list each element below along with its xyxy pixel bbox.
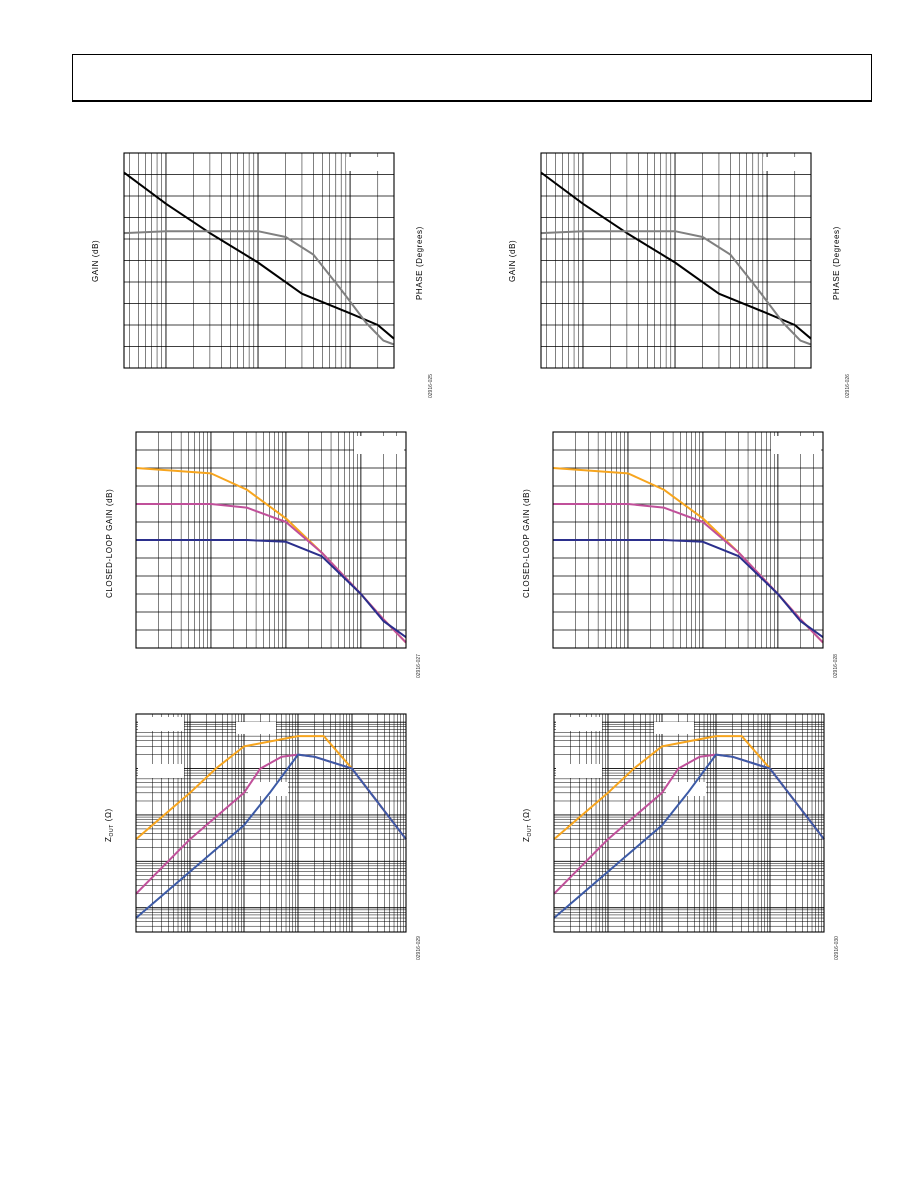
plot-frame [552, 431, 824, 649]
annotation-box [666, 782, 706, 796]
plot-frame [135, 713, 407, 933]
annotation-box [138, 764, 184, 778]
chart-closed-loop-left [135, 431, 407, 649]
series-line-3 [136, 539, 407, 639]
annotation-box [236, 722, 276, 734]
chart-gain-phase-left [123, 152, 395, 369]
grid [541, 153, 811, 368]
plot-area [554, 714, 824, 932]
chart-zout-right [553, 713, 825, 933]
plot-frame [553, 713, 825, 933]
annotation-box [248, 782, 288, 796]
series-line-1 [553, 735, 825, 840]
annotation-box [556, 764, 602, 778]
series-line-3 [553, 539, 824, 639]
annotation-box [138, 717, 184, 731]
legend-box [346, 157, 392, 171]
chart-closed-loop-right [552, 431, 824, 649]
figure-id: 02916-027 [416, 654, 422, 678]
legend-box [763, 157, 809, 171]
figure-gain-phase-right: GAIN (dB) PHASE (Degrees) 02916-026 [497, 150, 857, 400]
figure-zout-left: ZOUT (Ω) 02916-029 [100, 712, 440, 962]
plot-frame [135, 431, 407, 649]
figure-gain-phase-left: GAIN (dB) PHASE (Degrees) 02916-025 [80, 150, 440, 400]
y-axis-label-phase: PHASE (Degrees) [415, 226, 424, 300]
series-line-1 [135, 735, 407, 840]
figure-zout-right: ZOUT (Ω) 02916-030 [518, 712, 858, 962]
plot-area [136, 714, 406, 932]
series-line-2 [540, 230, 812, 346]
annotation-box [654, 722, 694, 734]
plot-frame [540, 152, 812, 369]
y-axis-label-phase: PHASE (Degrees) [832, 226, 841, 300]
figure-id: 02916-029 [416, 936, 422, 960]
series-line-1 [540, 171, 812, 340]
chart-zout-left [135, 713, 407, 933]
legend-box [771, 436, 821, 454]
plot-frame [123, 152, 395, 369]
chart-gain-phase-right [540, 152, 812, 369]
series-line-3 [135, 753, 407, 919]
series-line-2 [123, 230, 395, 346]
series-line-1 [123, 171, 395, 340]
annotation-box [556, 717, 602, 731]
figure-id: 02916-026 [845, 374, 851, 398]
figure-id: 02916-030 [834, 936, 840, 960]
figure-id: 02916-028 [833, 654, 839, 678]
figure-closed-loop-right: CLOSED-LOOP GAIN (dB) 02916-028 [513, 430, 853, 680]
series-line-3 [553, 753, 825, 919]
figure-id: 02916-025 [428, 374, 434, 398]
figure-closed-loop-left: CLOSED-LOOP GAIN (dB) 02916-027 [96, 430, 436, 680]
page-header-box [72, 54, 872, 102]
legend-box [354, 436, 404, 454]
